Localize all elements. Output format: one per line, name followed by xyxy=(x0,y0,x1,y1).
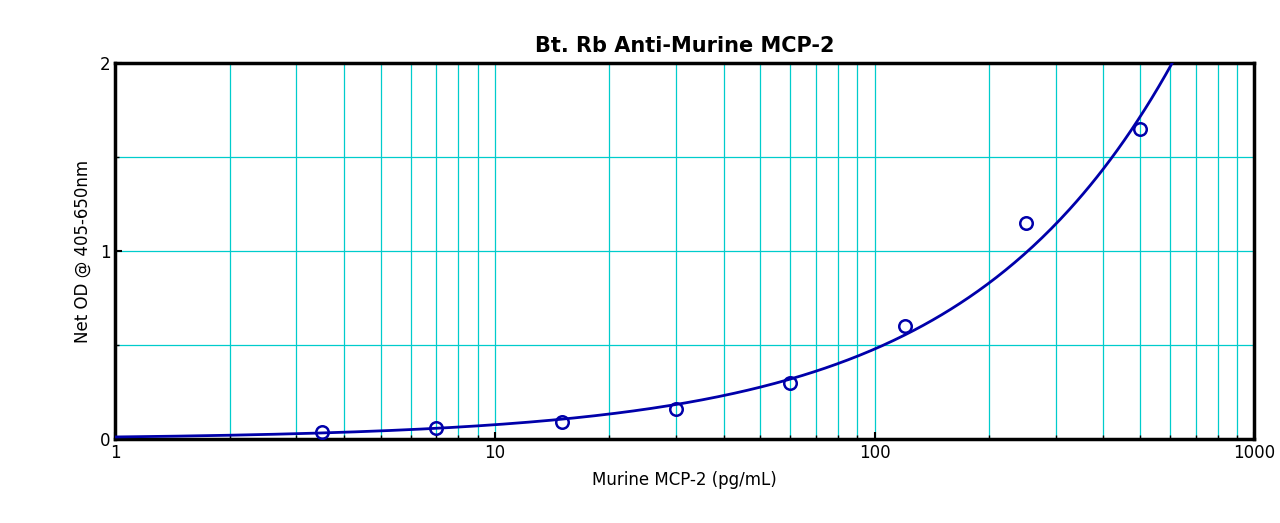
Y-axis label: Net OD @ 405-650nm: Net OD @ 405-650nm xyxy=(73,160,91,343)
Title: Bt. Rb Anti-Murine MCP-2: Bt. Rb Anti-Murine MCP-2 xyxy=(535,36,835,55)
X-axis label: Murine MCP-2 (pg/mL): Murine MCP-2 (pg/mL) xyxy=(593,471,777,488)
